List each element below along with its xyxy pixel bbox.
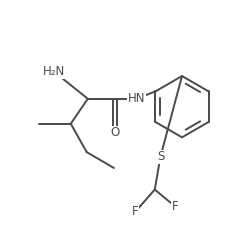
Text: HN: HN bbox=[128, 92, 145, 105]
Text: H₂N: H₂N bbox=[43, 65, 65, 78]
Text: F: F bbox=[172, 200, 179, 213]
Text: S: S bbox=[157, 150, 164, 163]
Text: O: O bbox=[110, 126, 120, 139]
Text: F: F bbox=[132, 205, 139, 218]
